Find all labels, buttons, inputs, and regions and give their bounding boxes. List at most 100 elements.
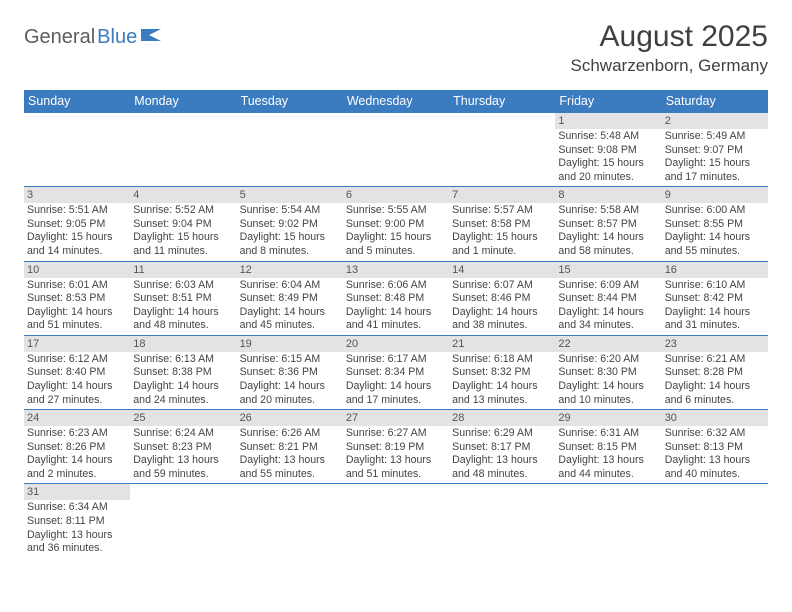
weekday-tuesday: Tuesday	[237, 90, 343, 113]
daylight-line2: and 44 minutes.	[558, 468, 658, 482]
day-details: Sunrise: 5:51 AMSunset: 9:05 PMDaylight:…	[24, 203, 130, 260]
empty-cell	[343, 484, 449, 558]
sunset-text: Sunset: 8:46 PM	[452, 292, 552, 306]
day-number: 4	[130, 187, 236, 203]
empty-cell	[237, 113, 343, 187]
daylight-line2: and 34 minutes.	[558, 319, 658, 333]
sunrise-text: Sunrise: 6:04 AM	[240, 279, 340, 293]
day-details: Sunrise: 6:00 AMSunset: 8:55 PMDaylight:…	[662, 203, 768, 260]
daylight-line2: and 27 minutes.	[27, 394, 127, 408]
sunrise-text: Sunrise: 5:49 AM	[665, 130, 765, 144]
day-details: Sunrise: 6:10 AMSunset: 8:42 PMDaylight:…	[662, 278, 768, 335]
day-details: Sunrise: 5:48 AMSunset: 9:08 PMDaylight:…	[555, 129, 661, 186]
daylight-line2: and 2 minutes.	[27, 468, 127, 482]
day-number: 27	[343, 410, 449, 426]
empty-cell	[449, 113, 555, 187]
sunrise-text: Sunrise: 6:17 AM	[346, 353, 446, 367]
day-number: 5	[237, 187, 343, 203]
week-row: 10Sunrise: 6:01 AMSunset: 8:53 PMDayligh…	[24, 261, 768, 335]
day-cell: 26Sunrise: 6:26 AMSunset: 8:21 PMDayligh…	[237, 410, 343, 484]
daylight-line2: and 45 minutes.	[240, 319, 340, 333]
sunrise-text: Sunrise: 6:34 AM	[27, 501, 127, 515]
day-details: Sunrise: 6:18 AMSunset: 8:32 PMDaylight:…	[449, 352, 555, 409]
daylight-line2: and 31 minutes.	[665, 319, 765, 333]
day-number: 7	[449, 187, 555, 203]
day-cell: 12Sunrise: 6:04 AMSunset: 8:49 PMDayligh…	[237, 261, 343, 335]
daylight-line2: and 51 minutes.	[346, 468, 446, 482]
sunrise-text: Sunrise: 6:18 AM	[452, 353, 552, 367]
sunset-text: Sunset: 9:00 PM	[346, 218, 446, 232]
day-cell: 23Sunrise: 6:21 AMSunset: 8:28 PMDayligh…	[662, 335, 768, 409]
sunset-text: Sunset: 9:08 PM	[558, 144, 658, 158]
day-cell: 20Sunrise: 6:17 AMSunset: 8:34 PMDayligh…	[343, 335, 449, 409]
sunrise-text: Sunrise: 6:07 AM	[452, 279, 552, 293]
daylight-line1: Daylight: 14 hours	[558, 380, 658, 394]
daylight-line2: and 59 minutes.	[133, 468, 233, 482]
daylight-line2: and 20 minutes.	[240, 394, 340, 408]
sunrise-text: Sunrise: 6:21 AM	[665, 353, 765, 367]
day-details: Sunrise: 5:52 AMSunset: 9:04 PMDaylight:…	[130, 203, 236, 260]
daylight-line1: Daylight: 14 hours	[27, 380, 127, 394]
day-details: Sunrise: 6:12 AMSunset: 8:40 PMDaylight:…	[24, 352, 130, 409]
day-number: 16	[662, 262, 768, 278]
sunrise-text: Sunrise: 5:58 AM	[558, 204, 658, 218]
sunrise-text: Sunrise: 6:06 AM	[346, 279, 446, 293]
sunrise-text: Sunrise: 6:24 AM	[133, 427, 233, 441]
daylight-line1: Daylight: 15 hours	[558, 157, 658, 171]
empty-cell	[24, 113, 130, 187]
week-row: 24Sunrise: 6:23 AMSunset: 8:26 PMDayligh…	[24, 410, 768, 484]
day-number: 9	[662, 187, 768, 203]
day-cell: 7Sunrise: 5:57 AMSunset: 8:58 PMDaylight…	[449, 187, 555, 261]
day-cell: 29Sunrise: 6:31 AMSunset: 8:15 PMDayligh…	[555, 410, 661, 484]
empty-cell	[130, 113, 236, 187]
daylight-line2: and 10 minutes.	[558, 394, 658, 408]
sunrise-text: Sunrise: 6:32 AM	[665, 427, 765, 441]
daylight-line2: and 36 minutes.	[27, 542, 127, 556]
day-cell: 4Sunrise: 5:52 AMSunset: 9:04 PMDaylight…	[130, 187, 236, 261]
sunset-text: Sunset: 8:32 PM	[452, 366, 552, 380]
day-number: 26	[237, 410, 343, 426]
day-details: Sunrise: 6:34 AMSunset: 8:11 PMDaylight:…	[24, 500, 130, 557]
sunrise-text: Sunrise: 6:03 AM	[133, 279, 233, 293]
daylight-line2: and 38 minutes.	[452, 319, 552, 333]
day-cell: 16Sunrise: 6:10 AMSunset: 8:42 PMDayligh…	[662, 261, 768, 335]
day-cell: 6Sunrise: 5:55 AMSunset: 9:00 PMDaylight…	[343, 187, 449, 261]
day-cell: 9Sunrise: 6:00 AMSunset: 8:55 PMDaylight…	[662, 187, 768, 261]
day-cell: 13Sunrise: 6:06 AMSunset: 8:48 PMDayligh…	[343, 261, 449, 335]
sunrise-text: Sunrise: 5:57 AM	[452, 204, 552, 218]
day-details: Sunrise: 6:29 AMSunset: 8:17 PMDaylight:…	[449, 426, 555, 483]
day-number: 6	[343, 187, 449, 203]
daylight-line1: Daylight: 13 hours	[133, 454, 233, 468]
day-cell: 17Sunrise: 6:12 AMSunset: 8:40 PMDayligh…	[24, 335, 130, 409]
daylight-line2: and 11 minutes.	[133, 245, 233, 259]
week-row: 3Sunrise: 5:51 AMSunset: 9:05 PMDaylight…	[24, 187, 768, 261]
sunrise-text: Sunrise: 6:29 AM	[452, 427, 552, 441]
daylight-line2: and 20 minutes.	[558, 171, 658, 185]
sunrise-text: Sunrise: 6:27 AM	[346, 427, 446, 441]
sunset-text: Sunset: 8:30 PM	[558, 366, 658, 380]
day-details: Sunrise: 6:07 AMSunset: 8:46 PMDaylight:…	[449, 278, 555, 335]
sunset-text: Sunset: 8:48 PM	[346, 292, 446, 306]
sunrise-text: Sunrise: 6:12 AM	[27, 353, 127, 367]
sunset-text: Sunset: 8:42 PM	[665, 292, 765, 306]
day-cell: 30Sunrise: 6:32 AMSunset: 8:13 PMDayligh…	[662, 410, 768, 484]
location: Schwarzenborn, Germany	[571, 56, 768, 76]
daylight-line2: and 1 minute.	[452, 245, 552, 259]
empty-cell	[662, 484, 768, 558]
day-number: 13	[343, 262, 449, 278]
sunrise-text: Sunrise: 5:52 AM	[133, 204, 233, 218]
empty-cell	[555, 484, 661, 558]
daylight-line1: Daylight: 14 hours	[665, 231, 765, 245]
week-row: 1Sunrise: 5:48 AMSunset: 9:08 PMDaylight…	[24, 113, 768, 187]
daylight-line1: Daylight: 14 hours	[558, 231, 658, 245]
day-number: 10	[24, 262, 130, 278]
sunset-text: Sunset: 8:13 PM	[665, 441, 765, 455]
empty-cell	[130, 484, 236, 558]
day-details: Sunrise: 6:32 AMSunset: 8:13 PMDaylight:…	[662, 426, 768, 483]
daylight-line2: and 40 minutes.	[665, 468, 765, 482]
daylight-line2: and 24 minutes.	[133, 394, 233, 408]
flag-icon	[141, 27, 163, 48]
daylight-line2: and 17 minutes.	[346, 394, 446, 408]
day-cell: 27Sunrise: 6:27 AMSunset: 8:19 PMDayligh…	[343, 410, 449, 484]
daylight-line1: Daylight: 14 hours	[133, 380, 233, 394]
